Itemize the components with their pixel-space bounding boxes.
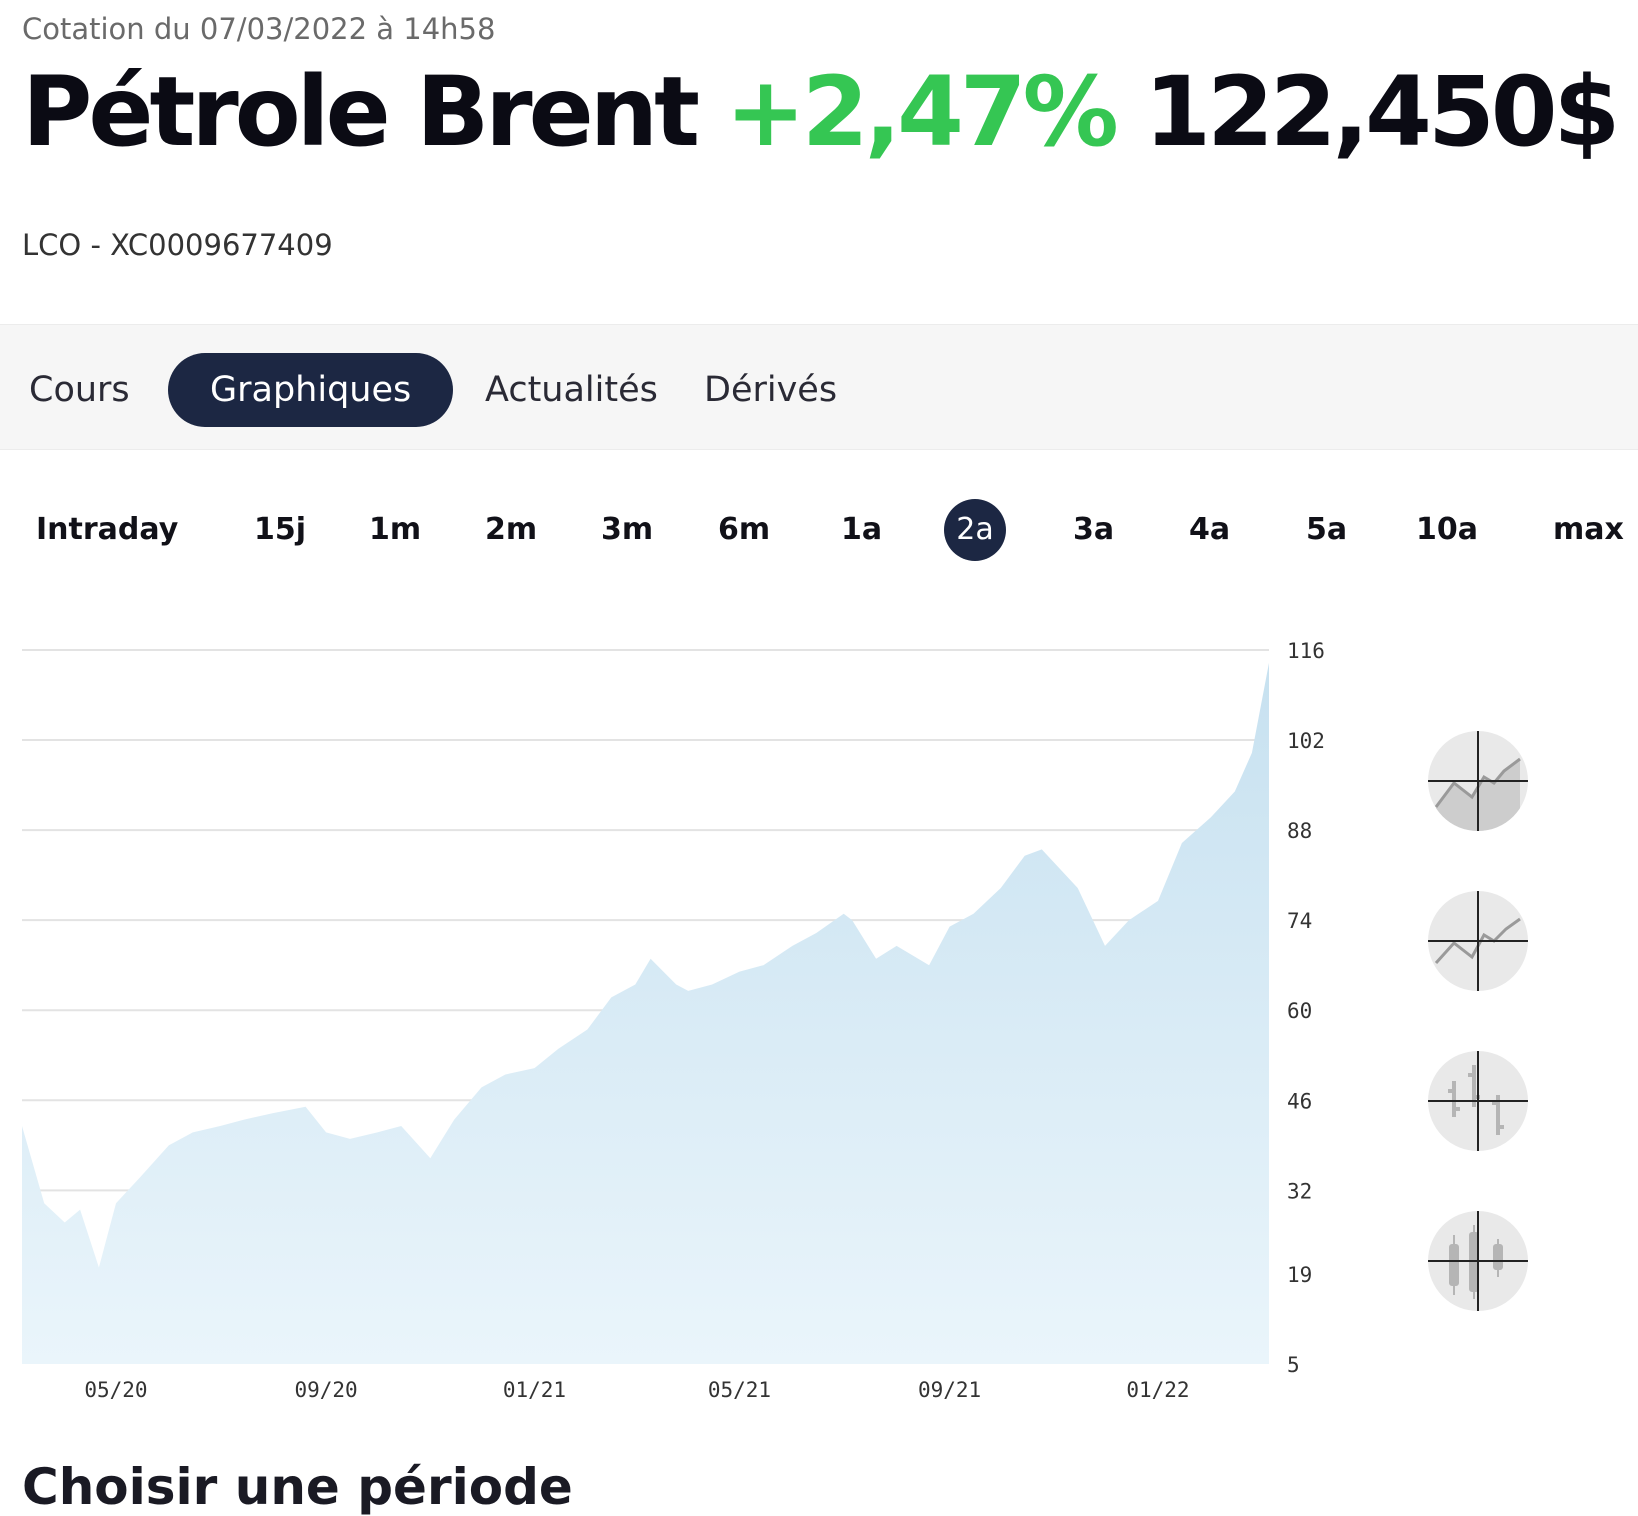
period-15j[interactable]: 15j — [254, 512, 307, 547]
ohlc-chart-button[interactable] — [1428, 1051, 1528, 1151]
tab-cours[interactable]: Cours — [29, 370, 130, 410]
period-intraday[interactable]: Intraday — [36, 512, 179, 547]
x-tick-label: 01/22 — [1126, 1378, 1189, 1402]
y-tick-label: 32 — [1287, 1179, 1312, 1203]
period-6m[interactable]: 6m — [718, 512, 771, 547]
mountain-chart-icon — [1428, 731, 1528, 831]
period-3m[interactable]: 3m — [601, 512, 654, 547]
y-tick-label: 5 — [1287, 1353, 1300, 1377]
period-3a[interactable]: 3a — [1073, 512, 1115, 547]
period-10a[interactable]: 10a — [1416, 512, 1478, 547]
instrument-name: Pétrole Brent — [22, 56, 700, 168]
x-axis-labels: 05/20 09/20 01/21 05/21 09/21 01/22 — [84, 1378, 1189, 1402]
y-tick-label: 74 — [1287, 909, 1312, 933]
y-tick-label: 46 — [1287, 1089, 1312, 1113]
period-2a[interactable]: 2a — [944, 499, 1006, 561]
period-4a[interactable]: 4a — [1189, 512, 1231, 547]
period-max[interactable]: max — [1553, 512, 1624, 547]
candlestick-chart-icon — [1428, 1211, 1528, 1311]
x-tick-label: 09/21 — [918, 1378, 981, 1402]
x-tick-label: 09/20 — [294, 1378, 357, 1402]
line-chart-icon — [1428, 891, 1528, 991]
price-area-series — [22, 662, 1269, 1364]
y-tick-label: 60 — [1287, 999, 1312, 1023]
y-tick-label: 88 — [1287, 819, 1312, 843]
x-tick-label: 05/21 — [708, 1378, 771, 1402]
line-chart-button[interactable] — [1428, 891, 1528, 991]
quote-date: Cotation du 07/03/2022 à 14h58 — [22, 12, 496, 46]
period-5a[interactable]: 5a — [1306, 512, 1348, 547]
x-tick-label: 01/21 — [503, 1378, 566, 1402]
period-2m[interactable]: 2m — [485, 512, 538, 547]
candlestick-chart-button[interactable] — [1428, 1211, 1528, 1311]
price-chart[interactable]: 116 102 88 74 60 46 32 19 5 05/20 09/20 01/21 05/21… — [0, 620, 1380, 1440]
period-1m[interactable]: 1m — [369, 512, 422, 547]
price-change: +2,47% — [725, 56, 1118, 168]
tab-bar: Cours Graphiques Actualités Dérivés — [0, 324, 1638, 450]
period-1a[interactable]: 1a — [841, 512, 883, 547]
mountain-chart-button[interactable] — [1428, 731, 1528, 831]
tab-actualites[interactable]: Actualités — [485, 370, 658, 410]
instrument-isin: LCO - XC0009677409 — [22, 228, 333, 262]
last-price: 122,450$ — [1144, 56, 1620, 168]
tab-derives[interactable]: Dérivés — [704, 370, 838, 410]
y-axis-labels: 116 102 88 74 60 46 32 19 5 — [1287, 639, 1325, 1377]
tab-graphiques[interactable]: Graphiques — [168, 353, 454, 427]
instrument-headline: Pétrole Brent +2,47% 122,450$ — [22, 52, 1620, 172]
period-section-heading: Choisir une période — [22, 1458, 573, 1516]
y-tick-label: 102 — [1287, 729, 1325, 753]
ohlc-bar-chart-icon — [1428, 1051, 1528, 1151]
x-tick-label: 05/20 — [84, 1378, 147, 1402]
y-tick-label: 19 — [1287, 1263, 1312, 1287]
y-tick-label: 116 — [1287, 639, 1325, 663]
